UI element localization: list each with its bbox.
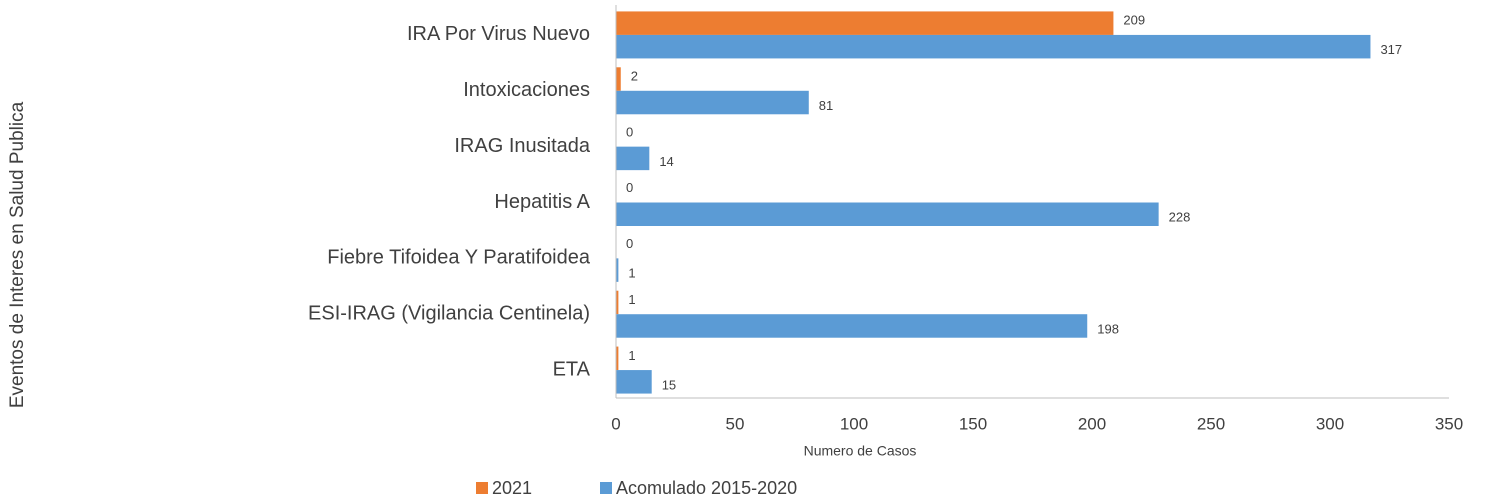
bar [616,346,619,371]
y-tick-label: Intoxicaciones [463,79,590,101]
data-label: 0 [626,236,633,251]
data-label: 209 [1123,13,1145,28]
data-label: 317 [1380,42,1402,57]
y-tick-label: Fiebre Tifoidea Y Paratifoidea [327,247,591,269]
bar [616,258,619,282]
data-label: 15 [662,377,676,392]
y-tick-label: ESI-IRAG (Vigilancia Centinela) [308,302,590,324]
data-label: 14 [659,154,673,169]
bar [616,314,1088,338]
x-tick-label: 350 [1435,414,1463,433]
data-label: 1 [628,292,635,307]
data-label: 2 [631,68,638,83]
x-tick-label: 300 [1316,414,1344,433]
y-axis-label: Eventos de Interes en Salud Publica [7,101,28,408]
x-tick-label: 0 [611,414,620,433]
x-tick-label: 200 [1078,414,1106,433]
x-tick-label: 150 [959,414,987,433]
bar [616,90,809,115]
bar [616,290,619,315]
x-axis-label: Numero de Casos [804,443,917,459]
bar [616,67,621,91]
y-tick-label: IRAG Inusitada [454,135,591,157]
bar [616,34,1371,59]
legend-swatch [600,482,612,494]
bar [616,370,652,394]
bar [616,11,1114,35]
legend-swatch [476,482,488,494]
y-tick-label: ETA [553,358,591,380]
data-label: 81 [819,98,833,113]
y-tick-label: IRA Por Virus Nuevo [407,23,590,45]
y-tick-label: Hepatitis A [494,191,590,213]
data-label: 228 [1169,210,1191,225]
legend-label: Acomulado 2015-2020 [616,478,797,498]
x-tick-label: 250 [1197,414,1225,433]
bar [616,202,1159,226]
data-label: 0 [626,124,633,139]
legend-label: 2021 [492,478,532,498]
x-tick-label: 100 [840,414,868,433]
data-label: 198 [1097,321,1119,336]
data-label: 1 [628,348,635,363]
x-tick-label: 50 [726,414,745,433]
bar [616,146,650,171]
data-label: 1 [628,266,635,281]
data-label: 0 [626,180,633,195]
